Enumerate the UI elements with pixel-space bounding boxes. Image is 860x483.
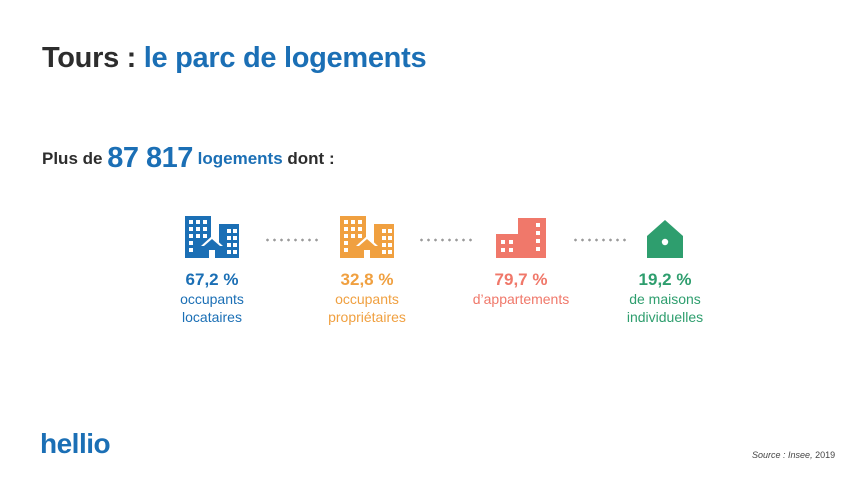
stat-desc-line1: occupants	[180, 291, 244, 307]
stat-proprietaires: 32,8 % occupants propriétaires	[292, 212, 442, 326]
page-title: Tours : le parc de logements	[42, 42, 427, 75]
stat-description: occupants locataires	[137, 290, 287, 326]
dotted-separator	[418, 238, 472, 242]
summary-unit: logements	[197, 149, 283, 168]
summary-line: Plus de 87 817 logements dont :	[42, 142, 335, 175]
title-prefix: Tours :	[42, 42, 137, 74]
stat-desc-line2: propriétaires	[328, 309, 406, 325]
source-note: Source : Insee, 2019	[752, 450, 835, 460]
stat-desc-line1: occupants	[335, 291, 399, 307]
stat-percent: 79,7 %	[494, 270, 548, 289]
stat-description: d’appartements	[446, 290, 596, 308]
stat-percent: 19,2 %	[638, 270, 692, 289]
summary-suffix: dont :	[287, 149, 335, 168]
apartment-building-icon	[446, 212, 596, 258]
stat-desc-line1: de maisons	[629, 291, 701, 307]
stat-desc-line1: d’appartements	[472, 291, 570, 307]
stat-maisons: 19,2 % de maisons individuelles	[590, 212, 740, 326]
summary-count: 87 817	[107, 142, 193, 174]
hellio-logo: hellio	[40, 428, 111, 459]
office-buildings-icon	[137, 212, 287, 258]
stat-percent: 32,8 %	[340, 270, 394, 289]
source-year: 2019	[815, 450, 836, 460]
office-buildings-icon	[292, 212, 442, 258]
stat-desc-line2: locataires	[182, 309, 242, 325]
dotted-separator	[264, 238, 318, 242]
source-name: Insee,	[788, 450, 813, 460]
stat-description: occupants propriétaires	[292, 290, 442, 326]
title-accent: le parc de logements	[143, 42, 427, 74]
stat-description: de maisons individuelles	[590, 290, 740, 326]
house-icon	[590, 212, 740, 258]
stat-appartements: 79,7 % d’appartements	[446, 212, 596, 308]
stat-locataires: 67,2 % occupants locataires	[137, 212, 287, 326]
dotted-separator	[572, 238, 626, 242]
summary-prefix: Plus de	[42, 149, 103, 168]
source-label: Source :	[752, 450, 786, 460]
stat-percent: 67,2 %	[185, 270, 239, 289]
stat-desc-line2: individuelles	[626, 309, 704, 325]
